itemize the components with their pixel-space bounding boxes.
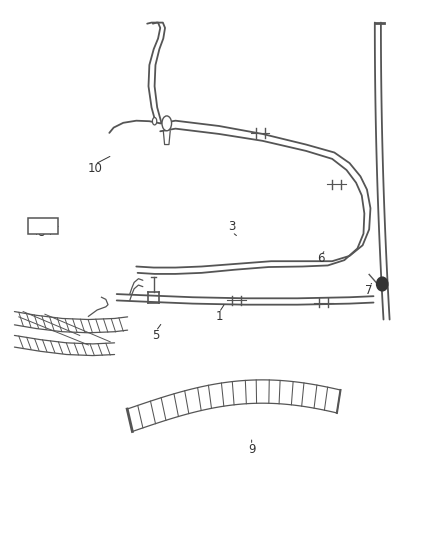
Ellipse shape [152,117,157,125]
Ellipse shape [162,116,172,131]
Text: 8: 8 [37,225,44,239]
Text: 3: 3 [228,220,236,233]
Circle shape [377,277,388,291]
Text: 10: 10 [88,162,102,175]
Text: 9: 9 [248,443,255,456]
Text: 5: 5 [152,329,159,342]
Bar [28,218,57,234]
Text: 6: 6 [318,252,325,265]
Text: 1: 1 [215,310,223,324]
Text: 7: 7 [365,284,373,297]
